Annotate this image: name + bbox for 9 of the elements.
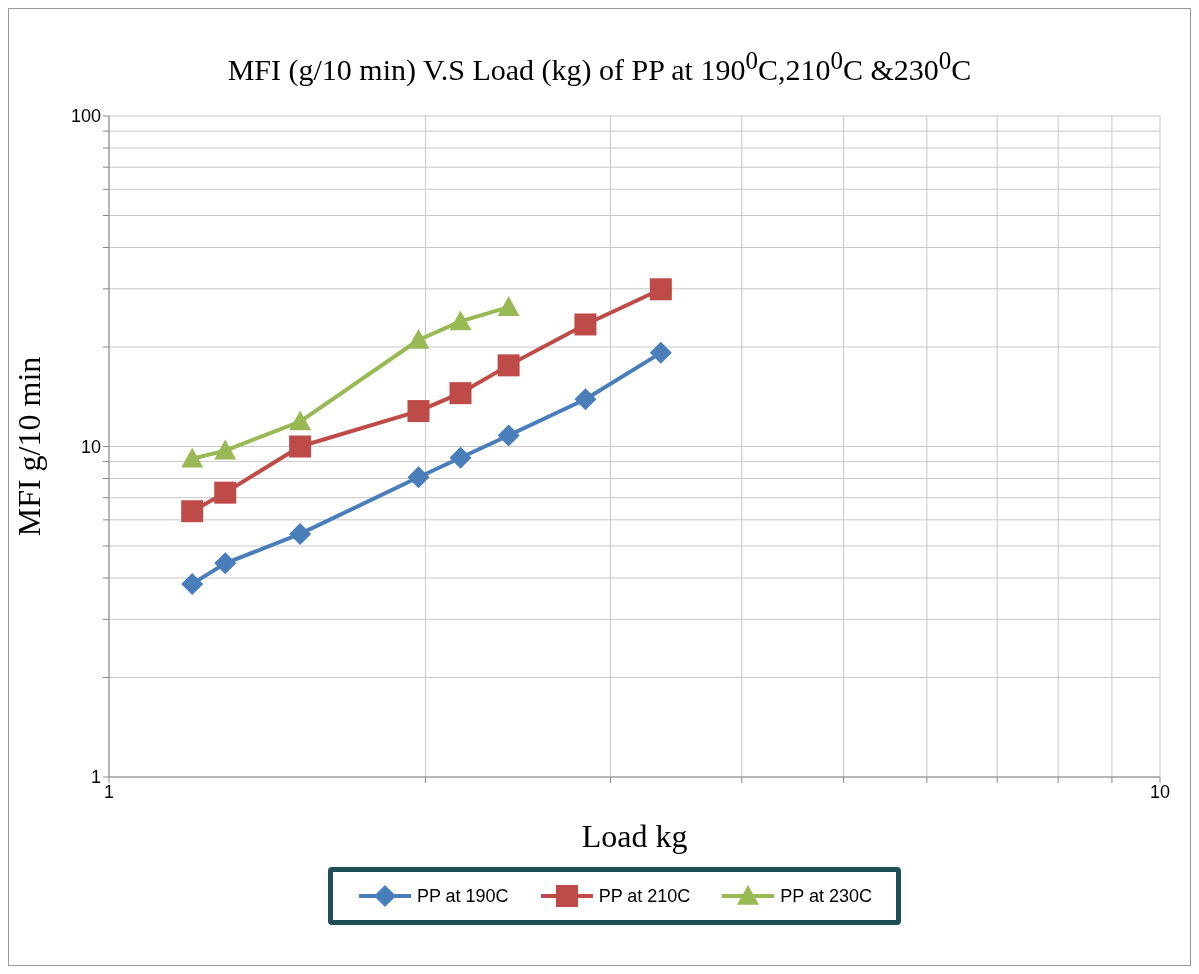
legend-label: PP at 210C bbox=[598, 885, 691, 907]
chart-title: MFI (g/10 min) V.S Load (kg) of PP at 190$^{0}$C,210$^{0}$C &230$^{0}$C bbox=[226, 47, 973, 87]
legend-label: PP at 190C bbox=[416, 885, 509, 907]
y-tick-label: 10 bbox=[80, 436, 101, 457]
y-tick-label: 1 bbox=[90, 767, 101, 788]
legend-label: PP at 230C bbox=[780, 885, 873, 907]
y-axis-title: MFI g/10 min bbox=[11, 356, 48, 537]
x-axis-title: Load kg bbox=[581, 818, 688, 854]
y-tick-label: 100 bbox=[70, 106, 101, 127]
